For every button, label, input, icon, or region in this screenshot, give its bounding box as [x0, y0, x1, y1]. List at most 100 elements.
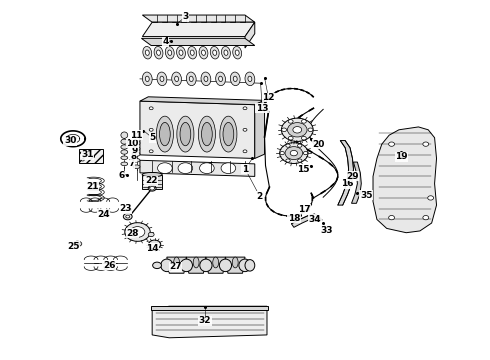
Ellipse shape	[158, 163, 172, 174]
Ellipse shape	[123, 213, 132, 220]
Polygon shape	[225, 257, 245, 273]
Text: 29: 29	[346, 172, 359, 181]
Polygon shape	[351, 162, 361, 203]
Ellipse shape	[303, 152, 308, 155]
Ellipse shape	[176, 46, 185, 59]
Ellipse shape	[177, 116, 194, 152]
Ellipse shape	[243, 150, 247, 153]
Ellipse shape	[193, 257, 199, 268]
Ellipse shape	[248, 76, 252, 82]
Ellipse shape	[423, 142, 429, 146]
Text: 11: 11	[130, 131, 143, 140]
Ellipse shape	[153, 262, 161, 269]
Ellipse shape	[81, 159, 84, 161]
Ellipse shape	[160, 76, 164, 82]
Ellipse shape	[224, 50, 228, 55]
Ellipse shape	[149, 150, 153, 153]
Ellipse shape	[146, 76, 149, 82]
Ellipse shape	[301, 120, 306, 123]
Text: 5: 5	[149, 133, 155, 142]
Ellipse shape	[178, 163, 193, 174]
Ellipse shape	[233, 46, 242, 59]
Polygon shape	[143, 22, 255, 37]
Ellipse shape	[285, 147, 303, 159]
Text: 27: 27	[170, 262, 182, 271]
Ellipse shape	[150, 186, 155, 190]
Ellipse shape	[243, 107, 247, 110]
Polygon shape	[140, 160, 255, 176]
Ellipse shape	[121, 132, 128, 138]
Ellipse shape	[159, 122, 170, 146]
Ellipse shape	[173, 257, 179, 268]
Ellipse shape	[281, 118, 313, 141]
Polygon shape	[140, 97, 265, 105]
Text: 8: 8	[130, 152, 137, 161]
Ellipse shape	[286, 144, 290, 147]
Ellipse shape	[133, 140, 140, 145]
Text: 17: 17	[298, 205, 311, 214]
Ellipse shape	[220, 116, 237, 152]
Ellipse shape	[143, 72, 152, 86]
Ellipse shape	[168, 50, 172, 55]
Ellipse shape	[288, 136, 293, 140]
Ellipse shape	[172, 72, 181, 86]
Ellipse shape	[149, 129, 153, 131]
Ellipse shape	[288, 120, 293, 123]
Ellipse shape	[286, 159, 290, 162]
Ellipse shape	[188, 46, 196, 59]
Ellipse shape	[301, 136, 306, 140]
Text: 20: 20	[312, 140, 324, 149]
Text: 34: 34	[309, 215, 321, 224]
Polygon shape	[292, 214, 322, 227]
Ellipse shape	[288, 123, 307, 137]
Ellipse shape	[81, 151, 84, 153]
Ellipse shape	[180, 122, 191, 146]
Ellipse shape	[198, 116, 216, 152]
Text: 2: 2	[257, 192, 263, 201]
Ellipse shape	[199, 163, 214, 174]
Text: 12: 12	[262, 93, 275, 102]
Polygon shape	[167, 257, 186, 273]
Ellipse shape	[156, 116, 173, 152]
Ellipse shape	[216, 72, 225, 86]
Ellipse shape	[201, 50, 205, 55]
Ellipse shape	[121, 145, 128, 149]
Text: 18: 18	[288, 214, 300, 223]
Ellipse shape	[157, 72, 167, 86]
Ellipse shape	[161, 259, 173, 272]
Text: 15: 15	[297, 165, 310, 174]
Ellipse shape	[186, 72, 196, 86]
Ellipse shape	[210, 46, 219, 59]
Ellipse shape	[156, 50, 161, 55]
Ellipse shape	[73, 241, 82, 247]
Ellipse shape	[245, 72, 255, 86]
Ellipse shape	[245, 260, 255, 271]
Ellipse shape	[297, 159, 302, 162]
Polygon shape	[140, 101, 255, 158]
Ellipse shape	[280, 143, 308, 163]
Ellipse shape	[428, 196, 434, 200]
Ellipse shape	[75, 243, 79, 245]
Ellipse shape	[232, 257, 238, 268]
Text: 10: 10	[126, 139, 139, 148]
Ellipse shape	[297, 144, 302, 147]
Text: 7: 7	[128, 159, 135, 168]
Text: 26: 26	[103, 261, 116, 270]
Ellipse shape	[235, 50, 239, 55]
Ellipse shape	[201, 122, 212, 146]
Ellipse shape	[221, 46, 230, 59]
Ellipse shape	[189, 76, 193, 82]
Ellipse shape	[201, 72, 211, 86]
Text: 25: 25	[67, 242, 79, 251]
Ellipse shape	[148, 232, 154, 237]
Ellipse shape	[221, 163, 236, 174]
Text: 1: 1	[242, 165, 248, 174]
Ellipse shape	[190, 50, 194, 55]
Ellipse shape	[423, 216, 429, 220]
Text: 14: 14	[146, 244, 158, 253]
Polygon shape	[151, 306, 269, 310]
Polygon shape	[152, 306, 267, 338]
Ellipse shape	[243, 129, 247, 131]
Ellipse shape	[149, 107, 153, 110]
Text: 31: 31	[81, 150, 94, 159]
